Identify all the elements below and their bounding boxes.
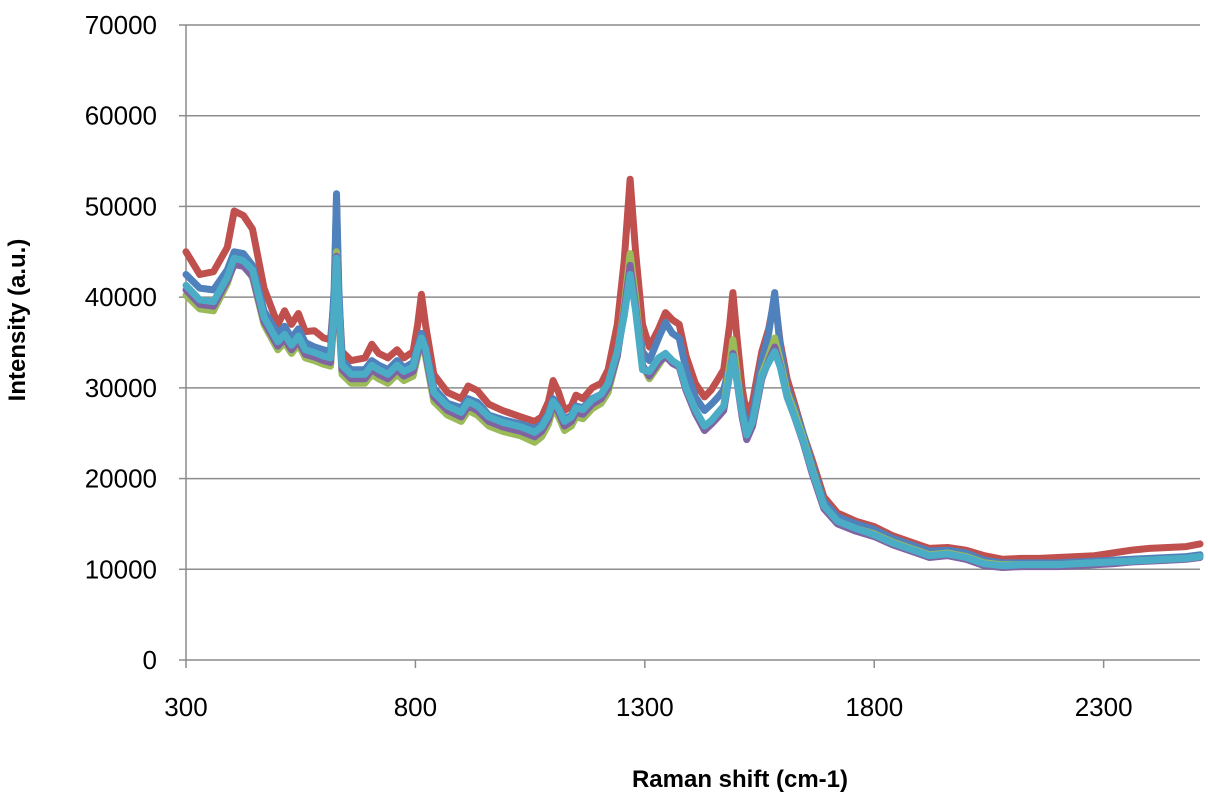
y-tick-label: 50000 — [85, 191, 157, 221]
y-tick-label: 0 — [143, 645, 157, 675]
axes — [179, 24, 1200, 668]
y-tick-label: 70000 — [85, 10, 157, 40]
x-tick-label: 1300 — [616, 692, 674, 722]
y-tick-label: 30000 — [85, 373, 157, 403]
x-tick-label: 300 — [164, 692, 207, 722]
y-tick-label: 60000 — [85, 101, 157, 131]
series-line-5 — [182, 254, 1204, 570]
x-tick-label: 1800 — [845, 692, 903, 722]
x-axis-title: Raman shift (cm-1) — [632, 766, 848, 793]
y-tick-label: 10000 — [85, 554, 157, 584]
x-tick-label: 2300 — [1075, 692, 1133, 722]
y-axis-title: Intensity (a.u.) — [4, 239, 31, 402]
tick-labels: 0 10000 20000 30000 40000 50000 60000 70000 300 8… — [85, 10, 1133, 722]
y-tick-label: 20000 — [85, 464, 157, 494]
y-tick-label: 40000 — [85, 282, 157, 312]
series-lines — [182, 175, 1204, 571]
x-tick-label: 800 — [394, 692, 437, 722]
